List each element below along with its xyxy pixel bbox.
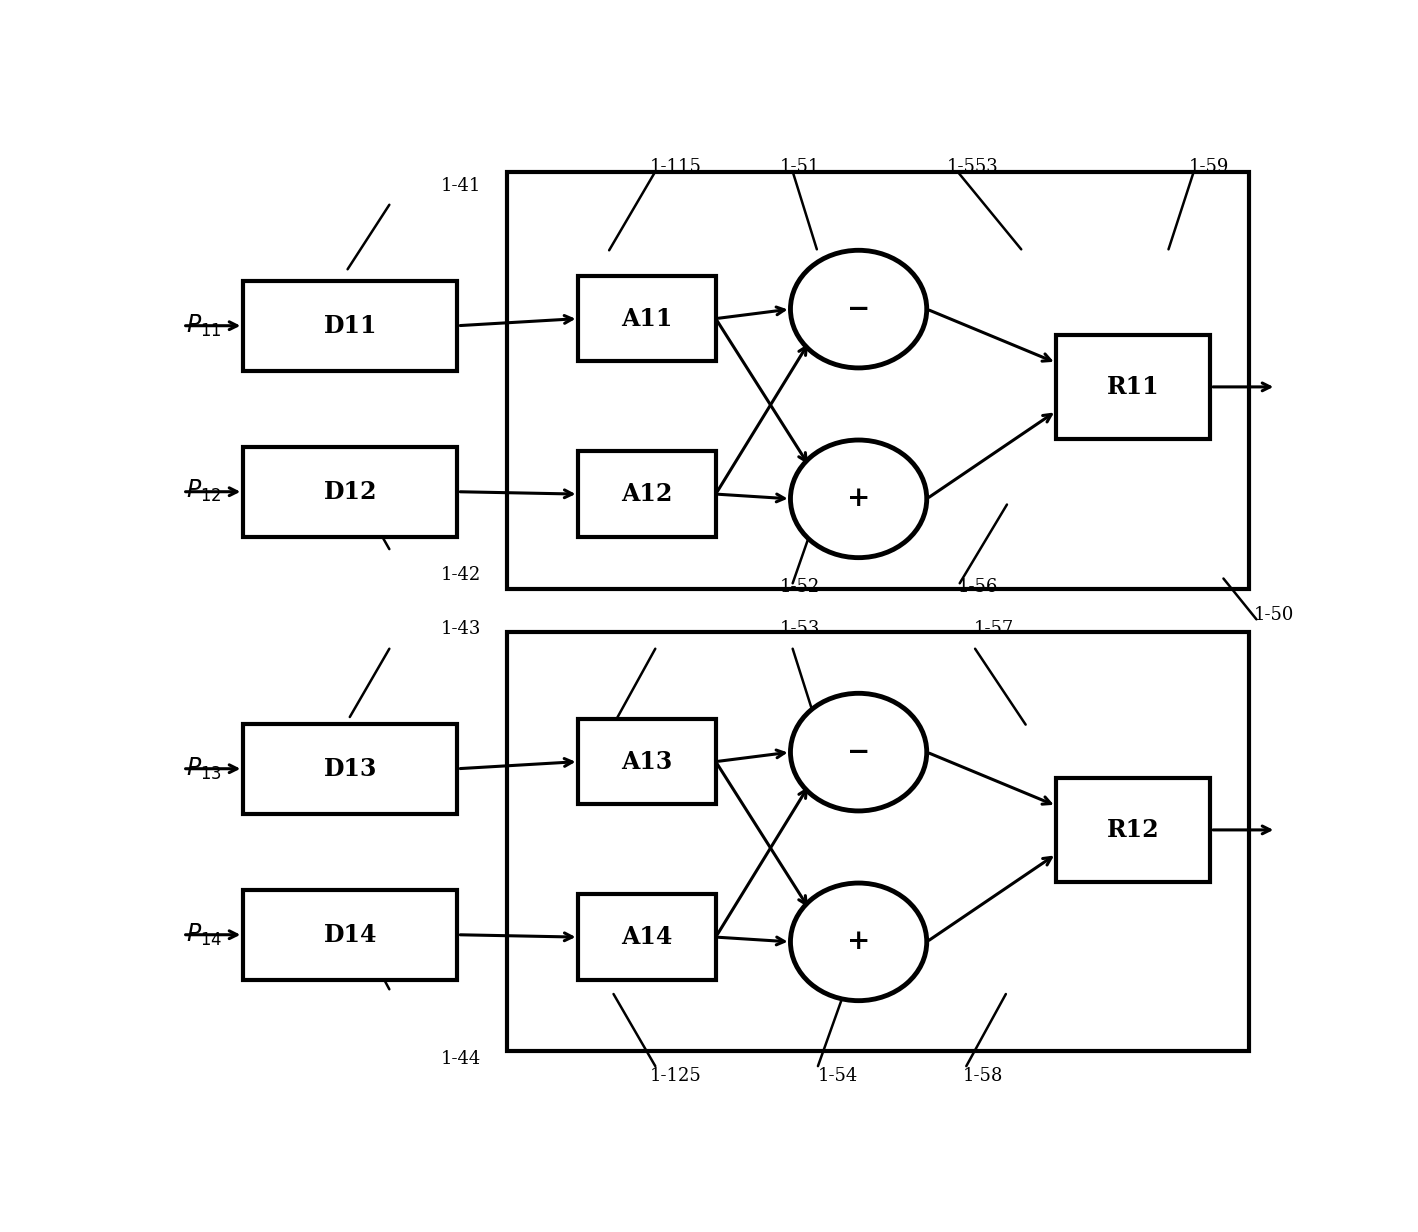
FancyBboxPatch shape xyxy=(244,723,458,814)
Text: D14: D14 xyxy=(323,923,377,946)
Text: D12: D12 xyxy=(323,479,377,504)
FancyBboxPatch shape xyxy=(1056,335,1211,439)
Text: −: − xyxy=(847,296,871,323)
FancyBboxPatch shape xyxy=(579,276,716,361)
FancyBboxPatch shape xyxy=(579,451,716,537)
Text: $P_{12}$: $P_{12}$ xyxy=(186,478,221,504)
Circle shape xyxy=(790,694,927,811)
Text: 1-553: 1-553 xyxy=(947,158,998,176)
Text: 1-59: 1-59 xyxy=(1188,158,1228,176)
Text: R11: R11 xyxy=(1107,375,1160,399)
Circle shape xyxy=(790,440,927,558)
Text: 1-53: 1-53 xyxy=(780,620,820,638)
Text: $P_{11}$: $P_{11}$ xyxy=(186,313,221,339)
Text: A13: A13 xyxy=(621,749,672,774)
Text: A12: A12 xyxy=(621,482,672,506)
Text: R12: R12 xyxy=(1107,818,1160,841)
Text: 1-115: 1-115 xyxy=(649,158,702,176)
FancyBboxPatch shape xyxy=(579,719,716,804)
Text: 1-56: 1-56 xyxy=(957,578,998,596)
Text: 1-54: 1-54 xyxy=(818,1067,858,1084)
Text: 1-52: 1-52 xyxy=(780,578,820,596)
Text: D11: D11 xyxy=(323,314,377,338)
FancyBboxPatch shape xyxy=(579,894,716,979)
Circle shape xyxy=(790,250,927,368)
FancyBboxPatch shape xyxy=(244,281,458,371)
Text: +: + xyxy=(847,485,871,513)
FancyBboxPatch shape xyxy=(1056,777,1211,882)
Text: D13: D13 xyxy=(323,756,377,781)
Text: 1-42: 1-42 xyxy=(441,565,481,584)
Text: A11: A11 xyxy=(621,307,672,330)
Text: 1-41: 1-41 xyxy=(441,176,481,195)
Text: 1-43: 1-43 xyxy=(441,620,481,638)
Text: 1-51: 1-51 xyxy=(780,158,820,176)
Text: −: − xyxy=(847,739,871,765)
FancyBboxPatch shape xyxy=(244,890,458,979)
Circle shape xyxy=(790,883,927,1000)
Text: 1-57: 1-57 xyxy=(974,620,1014,638)
Text: $P_{14}$: $P_{14}$ xyxy=(186,922,223,949)
Text: 1-125: 1-125 xyxy=(649,1067,702,1084)
FancyBboxPatch shape xyxy=(244,447,458,537)
Text: 1-50: 1-50 xyxy=(1254,606,1295,623)
Text: $P_{13}$: $P_{13}$ xyxy=(186,756,223,782)
Text: 1-44: 1-44 xyxy=(441,1050,481,1068)
Text: A14: A14 xyxy=(621,925,672,949)
Text: +: + xyxy=(847,929,871,955)
Text: 1-58: 1-58 xyxy=(963,1067,1004,1084)
